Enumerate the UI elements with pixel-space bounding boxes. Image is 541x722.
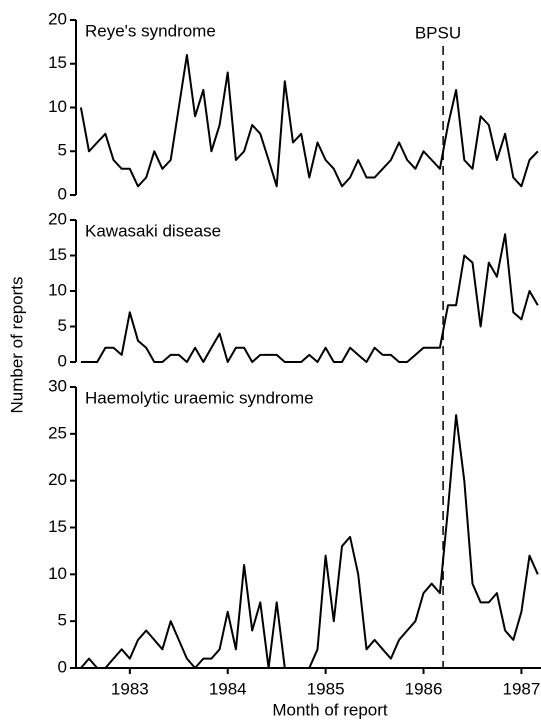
y-tick-label: 10 bbox=[48, 97, 67, 116]
y-tick-label: 5 bbox=[58, 611, 67, 630]
data-line bbox=[80, 233, 539, 363]
x-tick-label: 1985 bbox=[307, 679, 345, 698]
data-line bbox=[79, 54, 539, 188]
y-tick-label: 20 bbox=[48, 9, 67, 28]
x-tick-label: 1986 bbox=[405, 679, 443, 698]
y-tick-label: 0 bbox=[58, 184, 67, 203]
y-tick-label: 10 bbox=[48, 564, 67, 583]
y-tick-label: 0 bbox=[58, 351, 67, 370]
panel-title: Haemolytic uraemic syndrome bbox=[85, 388, 314, 407]
x-axis-label: Month of report bbox=[272, 700, 388, 719]
y-tick-label: 0 bbox=[58, 657, 67, 676]
x-tick-label: 1983 bbox=[111, 679, 149, 698]
x-tick-label: 1987 bbox=[503, 679, 541, 698]
y-tick-label: 5 bbox=[58, 141, 67, 160]
y-tick-label: 20 bbox=[48, 470, 67, 489]
y-axis-label: Number of reports bbox=[7, 277, 26, 414]
panel-title: Kawasaki disease bbox=[85, 221, 221, 240]
y-tick-label: 10 bbox=[48, 280, 67, 299]
x-tick-label: 1984 bbox=[209, 679, 247, 698]
y-tick-label: 25 bbox=[48, 423, 67, 442]
y-tick-label: 5 bbox=[58, 316, 67, 335]
y-tick-label: 20 bbox=[48, 209, 67, 228]
y-tick-label: 15 bbox=[48, 517, 67, 536]
panel-title: Reye's syndrome bbox=[85, 21, 216, 40]
data-line bbox=[80, 414, 539, 669]
marker-label: BPSU bbox=[415, 23, 461, 42]
y-tick-label: 15 bbox=[48, 245, 67, 264]
y-tick-label: 30 bbox=[48, 376, 67, 395]
y-tick-label: 15 bbox=[48, 53, 67, 72]
